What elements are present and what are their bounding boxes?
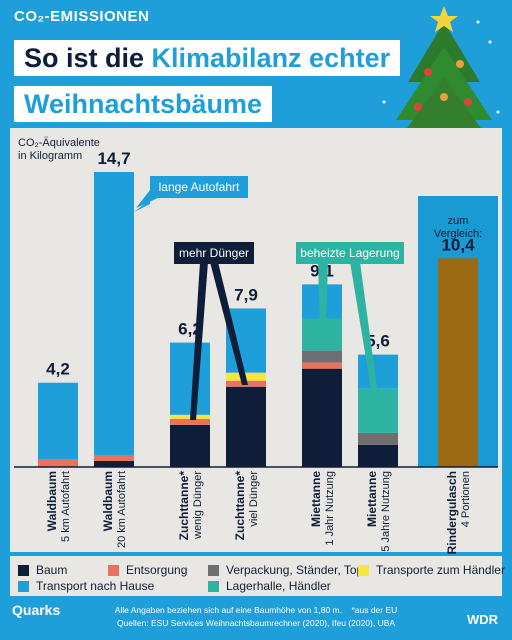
legend-label-transporte_haendler: Transporte zum Händler [376,563,505,577]
title-line-1: So ist die Klimabilanz echter [14,40,401,76]
ornament-icon [456,60,464,68]
star-icon [430,6,458,32]
legend-label-baum: Baum [36,563,68,577]
baumhoehe-note: Alle Angaben beziehen sich auf eine Baum… [114,605,342,615]
wdr-logo: WDR [466,612,498,627]
footer-note-1: Alle Angaben beziehen sich auf eine Baum… [0,605,512,615]
snowflake-icon [496,110,500,114]
legend-swatch-lagerhalle [208,581,219,592]
title-part-1: So ist die [24,43,152,73]
chart-panel [10,128,502,552]
legend-swatch-baum [18,565,29,576]
title-part-3: Weihnachtsbäume [24,89,263,119]
snowflake-icon [488,40,492,44]
legend-swatch-transporte_haendler [358,565,369,576]
eu-note: *aus der EU [351,605,398,615]
ornament-icon [424,68,432,76]
legend-label-entsorgung: Entsorgung [126,563,188,577]
legend-label-lagerhalle: Lagerhalle, Händler [226,579,331,593]
legend-swatch-verpackung [208,565,219,576]
header-tag: CO₂-EMISSIONEN [14,8,150,25]
quarks-logo: Quarks [12,602,61,618]
snowflake-icon [396,60,400,64]
ornament-icon [464,98,472,106]
title-line-2: Weihnachtsbäume [14,86,273,122]
legend: Baum Entsorgung Verpackung, Ständer, Topf T… [10,556,505,596]
ornament-icon [440,93,448,101]
legend-swatch-transport_hause [18,581,29,592]
snowflake-icon [382,100,386,104]
title-part-2: Klimabilanz echter [151,43,391,73]
ornament-icon [414,103,422,111]
snowflake-icon [476,20,480,24]
legend-label-verpackung: Verpackung, Ständer, Topf [226,563,367,577]
legend-label-transport_hause: Transport nach Hause [36,579,155,593]
footer-sources: Quellen: ESU Services Weihnachtsbaumrech… [116,618,396,628]
legend-swatch-entsorgung [108,565,119,576]
